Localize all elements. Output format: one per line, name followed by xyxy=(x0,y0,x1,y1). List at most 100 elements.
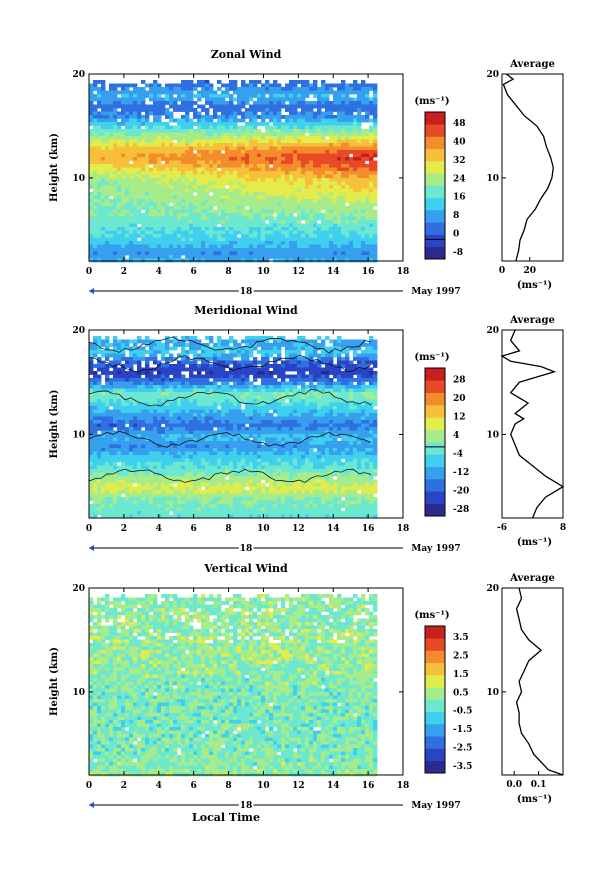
field-cell xyxy=(153,465,158,470)
field-cell xyxy=(145,416,150,421)
field-cell xyxy=(249,87,254,91)
field-cell xyxy=(273,185,278,189)
field-cell xyxy=(225,213,230,217)
field-cell xyxy=(289,115,294,119)
field-cell xyxy=(117,374,122,379)
field-cell xyxy=(113,178,118,182)
field-cell xyxy=(269,178,274,182)
field-cell xyxy=(281,188,286,193)
field-cell xyxy=(165,108,170,112)
field-cell xyxy=(161,241,166,245)
field-cell xyxy=(285,234,290,238)
field-cell xyxy=(133,479,138,484)
field-cell xyxy=(165,486,170,491)
field-cell xyxy=(369,237,374,242)
field-cell xyxy=(193,434,198,438)
field-cell xyxy=(137,476,142,480)
field-cell xyxy=(293,258,298,263)
field-cell xyxy=(173,455,178,459)
field-cell xyxy=(161,248,166,252)
field-cell xyxy=(329,220,334,224)
field-cell xyxy=(157,420,162,424)
field-cell xyxy=(257,195,262,200)
field-cell xyxy=(161,111,166,116)
field-cell xyxy=(113,164,118,168)
field-cell xyxy=(221,94,226,98)
field-cell xyxy=(309,216,314,221)
field-cell xyxy=(373,160,378,165)
field-cell xyxy=(157,244,162,249)
field-cell xyxy=(217,251,222,256)
field-cell xyxy=(153,486,158,491)
field-cell xyxy=(117,83,122,88)
field-cell xyxy=(181,129,186,133)
field-cell xyxy=(213,178,218,182)
field-cell xyxy=(133,476,138,480)
field-cell xyxy=(189,360,194,365)
field-cell xyxy=(281,94,286,98)
field-cell xyxy=(329,157,334,161)
field-cell xyxy=(101,350,106,354)
field-cell xyxy=(169,388,174,393)
field-cell xyxy=(125,139,130,144)
field-cell xyxy=(221,216,226,221)
field-cell xyxy=(233,241,238,245)
field-cell xyxy=(173,490,178,494)
field-cell xyxy=(149,223,154,228)
field-cell xyxy=(197,153,202,158)
field-cell xyxy=(125,153,130,158)
field-cell xyxy=(97,104,102,109)
field-cell xyxy=(173,237,178,242)
field-cell xyxy=(285,118,290,123)
field-cell xyxy=(141,234,146,238)
field-cell xyxy=(113,234,118,238)
field-cell xyxy=(317,94,322,98)
field-cell xyxy=(245,136,250,140)
field-cell xyxy=(141,388,146,393)
average-title: Average xyxy=(509,59,555,70)
field-cell xyxy=(225,237,230,242)
field-cell xyxy=(293,101,298,105)
field-cell xyxy=(309,83,314,88)
field-cell xyxy=(285,164,290,168)
field-cell xyxy=(153,132,158,137)
field-cell xyxy=(141,350,146,354)
field-cell xyxy=(93,209,98,214)
field-cell xyxy=(109,230,114,235)
field-cell xyxy=(197,223,202,228)
field-cell xyxy=(301,80,306,84)
field-cell xyxy=(285,244,290,249)
field-cell xyxy=(113,371,118,375)
field-cell xyxy=(153,164,158,168)
field-cell xyxy=(193,122,198,126)
field-cell xyxy=(289,209,294,214)
field-cell xyxy=(149,437,154,442)
field-cell xyxy=(253,258,258,263)
field-cell xyxy=(181,216,186,221)
field-cell xyxy=(161,87,166,91)
field-cell xyxy=(145,371,150,375)
field-cell xyxy=(205,178,210,182)
field-cell xyxy=(193,216,198,221)
field-cell xyxy=(161,230,166,235)
field-cell xyxy=(229,108,234,112)
field-cell xyxy=(205,167,210,172)
field-cell xyxy=(209,153,214,158)
field-cell xyxy=(149,90,154,95)
field-cell xyxy=(93,378,98,382)
field-cell xyxy=(89,504,94,508)
field-cell xyxy=(185,507,190,512)
field-cell xyxy=(205,125,210,130)
field-cell xyxy=(145,160,150,165)
field-cell xyxy=(97,458,102,463)
field-cell xyxy=(137,125,142,130)
field-cell xyxy=(297,220,302,224)
field-cell xyxy=(353,192,358,196)
field-cell xyxy=(93,174,98,179)
field-cell xyxy=(273,220,278,224)
field-cell xyxy=(173,385,178,389)
field-cell xyxy=(373,185,378,189)
colorbar-band xyxy=(425,173,445,186)
field-cell xyxy=(345,227,350,231)
field-cell xyxy=(113,497,118,501)
